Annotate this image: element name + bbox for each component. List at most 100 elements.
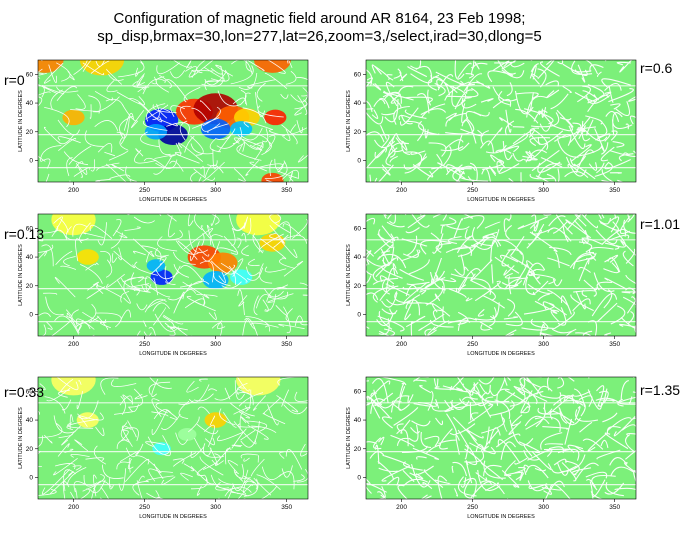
y-tick-label: 60 bbox=[26, 71, 34, 78]
x-tick-label: 300 bbox=[538, 504, 549, 511]
y-tick-label: 40 bbox=[26, 417, 34, 424]
panel-r06: 200 250 300 350 60 40 20 0 LONGITUDE IN DEGREES L… bbox=[328, 58, 638, 208]
field-polarity-blob bbox=[259, 233, 286, 252]
field-lines bbox=[366, 214, 636, 336]
y-tick-label: 40 bbox=[26, 254, 34, 261]
radius-label-r033: r=0.33 bbox=[4, 384, 45, 400]
field-polarity-blob bbox=[261, 172, 284, 182]
y-tick-label: 60 bbox=[354, 71, 362, 78]
y-tick-label: 40 bbox=[354, 417, 362, 424]
field-map-area bbox=[366, 214, 636, 336]
x-tick-label: 300 bbox=[210, 187, 221, 194]
field-polarity-blob bbox=[207, 252, 238, 274]
field-polarity-blob bbox=[146, 259, 166, 273]
x-tick-label: 250 bbox=[467, 341, 478, 348]
x-tick-label: 200 bbox=[396, 504, 407, 511]
x-tick-label: 200 bbox=[68, 341, 79, 348]
x-axis-label: LONGITUDE IN DEGREES bbox=[467, 514, 535, 520]
field-lines bbox=[366, 377, 636, 499]
plot-frame bbox=[37, 376, 309, 500]
field-lines bbox=[38, 377, 308, 499]
y-tick-label: 20 bbox=[354, 129, 362, 136]
x-tick-label: 200 bbox=[396, 341, 407, 348]
field-polarity-blob bbox=[144, 124, 168, 140]
x-tick-label: 350 bbox=[609, 341, 620, 348]
field-polarity-blob bbox=[264, 109, 287, 126]
y-axis-label: LATITUDE IN DEGREES bbox=[346, 244, 352, 306]
x-axis-label: LONGITUDE IN DEGREES bbox=[139, 197, 207, 203]
x-axis-label: LONGITUDE IN DEGREES bbox=[139, 351, 207, 357]
x-tick-label: 200 bbox=[68, 504, 79, 511]
x-axis-label: LONGITUDE IN DEGREES bbox=[467, 351, 535, 357]
plot-frame bbox=[365, 213, 637, 337]
field-polarity-blob bbox=[200, 118, 231, 140]
y-tick-label: 0 bbox=[357, 157, 361, 164]
y-tick-label: 40 bbox=[354, 254, 362, 261]
panel-r033: 200 250 300 350 60 40 20 0 LONGITUDE IN DEGREES L… bbox=[0, 375, 310, 525]
y-tick-label: 20 bbox=[26, 446, 34, 453]
x-tick-label: 350 bbox=[281, 504, 292, 511]
y-axis-label: LATITUDE IN DEGREES bbox=[18, 244, 24, 306]
y-tick-label: 60 bbox=[26, 225, 34, 232]
field-map-area bbox=[366, 377, 636, 499]
field-polarity-blob bbox=[79, 60, 125, 76]
plot-frame bbox=[365, 59, 637, 183]
y-tick-label: 60 bbox=[354, 225, 362, 232]
y-tick-label: 60 bbox=[26, 388, 34, 395]
x-tick-label: 250 bbox=[467, 187, 478, 194]
x-tick-label: 250 bbox=[139, 187, 150, 194]
field-polarity-blob bbox=[76, 249, 99, 265]
y-axis-label: LATITUDE IN DEGREES bbox=[346, 407, 352, 469]
field-polarity-blob bbox=[204, 412, 227, 428]
field-polarity-blob bbox=[177, 427, 197, 441]
x-tick-label: 350 bbox=[609, 504, 620, 511]
radius-label-r06: r=0.6 bbox=[640, 60, 673, 76]
y-axis-label: LATITUDE IN DEGREES bbox=[18, 407, 24, 469]
field-polarity-blob bbox=[62, 109, 85, 126]
radius-label-r135: r=1.35 bbox=[640, 382, 681, 398]
panel-r101: 200 250 300 350 60 40 20 0 LONGITUDE IN DEGREES L… bbox=[328, 212, 638, 362]
plot-frame bbox=[365, 376, 637, 500]
x-tick-label: 200 bbox=[396, 187, 407, 194]
x-tick-label: 350 bbox=[281, 187, 292, 194]
plot-frame bbox=[37, 213, 309, 337]
plot-frame bbox=[37, 59, 309, 183]
field-polarity-blob bbox=[230, 121, 253, 137]
y-axis-label: LATITUDE IN DEGREES bbox=[18, 90, 24, 152]
field-map-area bbox=[366, 60, 636, 182]
x-tick-label: 300 bbox=[210, 341, 221, 348]
field-map-area bbox=[38, 214, 308, 336]
y-tick-label: 60 bbox=[354, 388, 362, 395]
x-tick-label: 350 bbox=[609, 187, 620, 194]
field-lines bbox=[366, 60, 636, 182]
x-tick-label: 250 bbox=[139, 341, 150, 348]
y-tick-label: 20 bbox=[354, 446, 362, 453]
panel-r013: 200 250 300 350 60 40 20 0 LONGITUDE IN DEGREES L… bbox=[0, 212, 310, 362]
radius-label-r013: r=0.13 bbox=[4, 226, 45, 242]
x-tick-label: 300 bbox=[538, 341, 549, 348]
x-tick-label: 300 bbox=[538, 187, 549, 194]
x-tick-label: 250 bbox=[467, 504, 478, 511]
radius-label-r101: r=1.01 bbox=[640, 216, 681, 232]
x-axis-label: LONGITUDE IN DEGREES bbox=[139, 514, 207, 520]
y-tick-label: 40 bbox=[354, 100, 362, 107]
x-tick-label: 350 bbox=[281, 341, 292, 348]
x-axis-label: LONGITUDE IN DEGREES bbox=[467, 197, 535, 203]
y-tick-label: 40 bbox=[26, 100, 34, 107]
y-tick-label: 0 bbox=[29, 474, 33, 481]
y-tick-label: 20 bbox=[26, 129, 34, 136]
y-axis-label: LATITUDE IN DEGREES bbox=[346, 90, 352, 152]
x-tick-label: 200 bbox=[68, 187, 79, 194]
panel-r135: 200 250 300 350 60 40 20 0 LONGITUDE IN DEGREES L… bbox=[328, 375, 638, 525]
x-tick-label: 250 bbox=[139, 504, 150, 511]
x-tick-label: 300 bbox=[210, 504, 221, 511]
panel-r0: 200 250 300 350 60 40 20 0 LONGITUDE IN DEGREES L… bbox=[0, 58, 310, 208]
field-map-area bbox=[38, 377, 308, 499]
y-tick-label: 20 bbox=[26, 283, 34, 290]
field-map-area bbox=[38, 60, 308, 182]
